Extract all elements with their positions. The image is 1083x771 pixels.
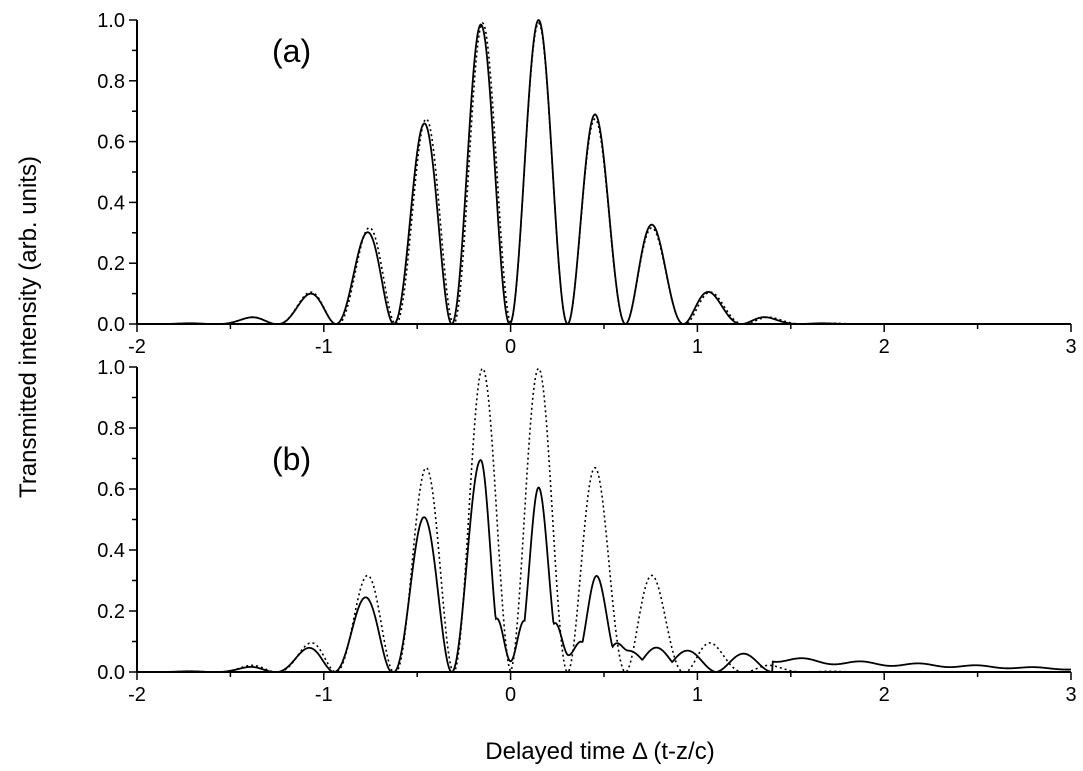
y-tick-label: 0.6 — [97, 132, 125, 154]
y-tick-label: 0.4 — [97, 540, 125, 562]
y-tick-label: 1.0 — [97, 357, 125, 379]
x-tick-label: 3 — [1065, 336, 1076, 358]
series-solid-line — [136, 459, 1072, 673]
panel-label: (b) — [272, 441, 311, 477]
x-tick-label: -2 — [128, 336, 146, 358]
y-tick-label: 0.0 — [97, 314, 125, 336]
x-tick-label: 0 — [505, 336, 516, 358]
panel-a: 0.0 0.2 0.4 0.6 0.8 1.0 -2 -1 0 1 2 3 (a) — [97, 10, 1076, 358]
x-axis-title: Delayed time Δ (t-z/c) — [485, 738, 714, 765]
y-axis-title: Transmitted intensity (arb. units) — [15, 156, 42, 498]
y-tick-label: 0.2 — [97, 253, 125, 275]
x-tick-label: 2 — [879, 684, 890, 706]
x-tick-label: 2 — [879, 336, 890, 358]
x-tick-label: 3 — [1065, 684, 1076, 706]
x-tick-label: -2 — [128, 684, 146, 706]
y-tick-label: 0.8 — [97, 71, 125, 93]
series-dotted-line — [137, 22, 1071, 326]
x-tick-label: 1 — [692, 336, 703, 358]
x-tick-label: 0 — [505, 684, 516, 706]
panel-b: 0.0 0.2 0.4 0.6 0.8 1.0 -2 -1 0 1 2 3 (b) — [97, 357, 1076, 706]
y-tick-label: 0.0 — [97, 662, 125, 684]
y-tick-label: 0.4 — [97, 192, 125, 214]
y-tick-label: 0.8 — [97, 418, 125, 440]
x-tick-label: -1 — [315, 684, 333, 706]
y-tick-label: 0.2 — [97, 601, 125, 623]
x-tick-label: -1 — [315, 336, 333, 358]
panel-label: (a) — [272, 33, 311, 69]
x-tick-label: 1 — [692, 684, 703, 706]
y-tick-label: 0.6 — [97, 479, 125, 501]
y-tick-label: 1.0 — [97, 10, 125, 32]
series-dotted-line — [137, 367, 1071, 674]
